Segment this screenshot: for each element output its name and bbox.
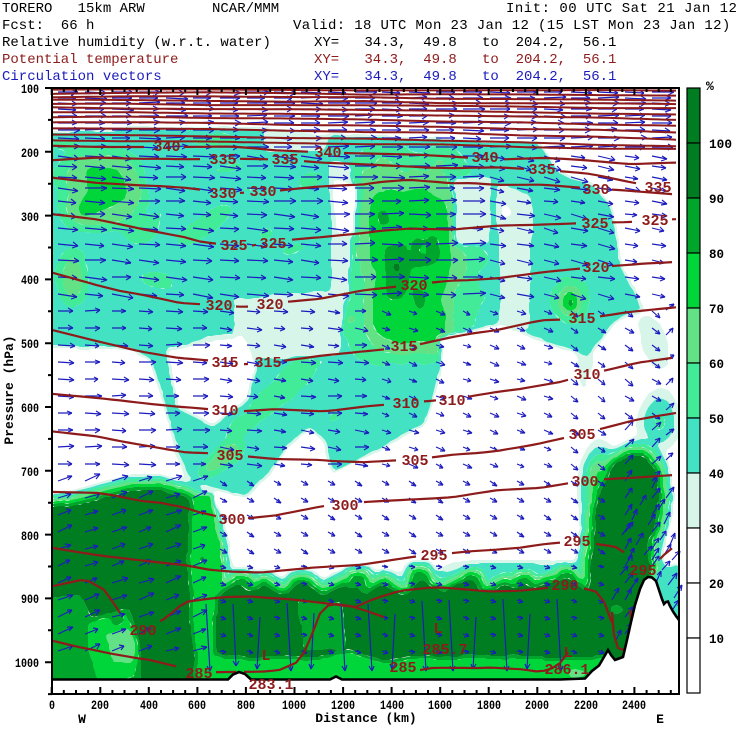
svg-text:290: 290 xyxy=(551,578,578,595)
svg-text:335: 335 xyxy=(528,162,555,179)
svg-text:E: E xyxy=(656,712,664,727)
svg-text:305: 305 xyxy=(568,427,595,444)
svg-text:295: 295 xyxy=(629,563,656,580)
svg-text:L: L xyxy=(563,645,572,662)
svg-text:800: 800 xyxy=(237,698,255,713)
svg-text:400: 400 xyxy=(140,698,158,713)
svg-text:Distance (km): Distance (km) xyxy=(315,711,416,726)
svg-text:340: 340 xyxy=(153,139,180,156)
svg-text:300: 300 xyxy=(218,512,245,529)
svg-text:100: 100 xyxy=(21,82,39,97)
svg-text:1600: 1600 xyxy=(428,698,452,713)
svg-text:300: 300 xyxy=(571,474,598,491)
svg-text:325: 325 xyxy=(641,213,668,230)
svg-text:285: 285 xyxy=(185,666,212,683)
svg-text:315: 315 xyxy=(390,339,417,356)
svg-text:340: 340 xyxy=(471,150,498,167)
svg-text:40: 40 xyxy=(709,467,724,482)
svg-text:70: 70 xyxy=(709,302,724,317)
svg-text:1800: 1800 xyxy=(477,698,501,713)
svg-text:286.1: 286.1 xyxy=(544,662,589,679)
svg-text:295: 295 xyxy=(563,534,590,551)
svg-text:900: 900 xyxy=(21,592,39,607)
svg-text:285.7: 285.7 xyxy=(422,642,467,659)
svg-text:305: 305 xyxy=(401,453,428,470)
svg-text:310: 310 xyxy=(392,396,419,413)
svg-text:500: 500 xyxy=(21,337,39,352)
svg-text:315: 315 xyxy=(254,355,281,372)
svg-text:600: 600 xyxy=(21,401,39,416)
svg-text:335: 335 xyxy=(644,180,671,197)
svg-text:285: 285 xyxy=(389,660,416,677)
svg-text:1200: 1200 xyxy=(331,698,355,713)
svg-text:0: 0 xyxy=(49,698,55,713)
svg-text:2200: 2200 xyxy=(574,698,598,713)
svg-text:1000: 1000 xyxy=(15,656,39,671)
svg-text:330: 330 xyxy=(582,182,609,199)
svg-text:315: 315 xyxy=(568,311,595,328)
svg-text:50: 50 xyxy=(709,412,724,427)
svg-text:30: 30 xyxy=(709,522,724,537)
svg-text:325: 325 xyxy=(220,238,247,255)
svg-text:700: 700 xyxy=(21,465,39,480)
svg-text:283.1: 283.1 xyxy=(248,677,293,694)
svg-text:%: % xyxy=(706,79,714,94)
svg-text:310: 310 xyxy=(573,367,600,384)
svg-text:320: 320 xyxy=(582,260,609,277)
svg-text:10: 10 xyxy=(709,632,724,647)
svg-text:2400: 2400 xyxy=(622,698,646,713)
svg-text:2000: 2000 xyxy=(525,698,549,713)
svg-text:L: L xyxy=(261,648,270,665)
svg-text:L: L xyxy=(433,621,442,638)
svg-text:320: 320 xyxy=(205,298,232,315)
svg-text:400: 400 xyxy=(21,273,39,288)
svg-text:600: 600 xyxy=(188,698,206,713)
svg-text:335: 335 xyxy=(209,152,236,169)
svg-text:320: 320 xyxy=(256,297,283,314)
svg-text:300: 300 xyxy=(331,498,358,515)
svg-text:340: 340 xyxy=(314,145,341,162)
svg-text:315: 315 xyxy=(211,355,238,372)
svg-text:320: 320 xyxy=(400,278,427,295)
svg-text:330: 330 xyxy=(249,184,276,201)
svg-text:20: 20 xyxy=(709,577,724,592)
svg-text:200: 200 xyxy=(21,146,39,161)
svg-text:800: 800 xyxy=(21,529,39,544)
svg-text:1000: 1000 xyxy=(282,698,306,713)
svg-text:305: 305 xyxy=(216,448,243,465)
svg-text:1400: 1400 xyxy=(380,698,404,713)
svg-text:325: 325 xyxy=(259,236,286,253)
svg-text:310: 310 xyxy=(438,393,465,410)
svg-text:310: 310 xyxy=(211,403,238,420)
svg-text:290: 290 xyxy=(129,623,156,640)
svg-text:W: W xyxy=(78,712,86,727)
svg-text:325: 325 xyxy=(581,216,608,233)
svg-text:335: 335 xyxy=(271,152,298,169)
svg-text:100: 100 xyxy=(709,137,732,152)
svg-text:60: 60 xyxy=(709,357,724,372)
svg-text:300: 300 xyxy=(21,210,39,225)
svg-text:Pressure (hPa): Pressure (hPa) xyxy=(2,335,17,444)
svg-text:295: 295 xyxy=(420,548,447,565)
svg-text:330: 330 xyxy=(209,186,236,203)
svg-text:80: 80 xyxy=(709,247,724,262)
svg-text:200: 200 xyxy=(91,698,109,713)
svg-text:90: 90 xyxy=(709,192,724,207)
